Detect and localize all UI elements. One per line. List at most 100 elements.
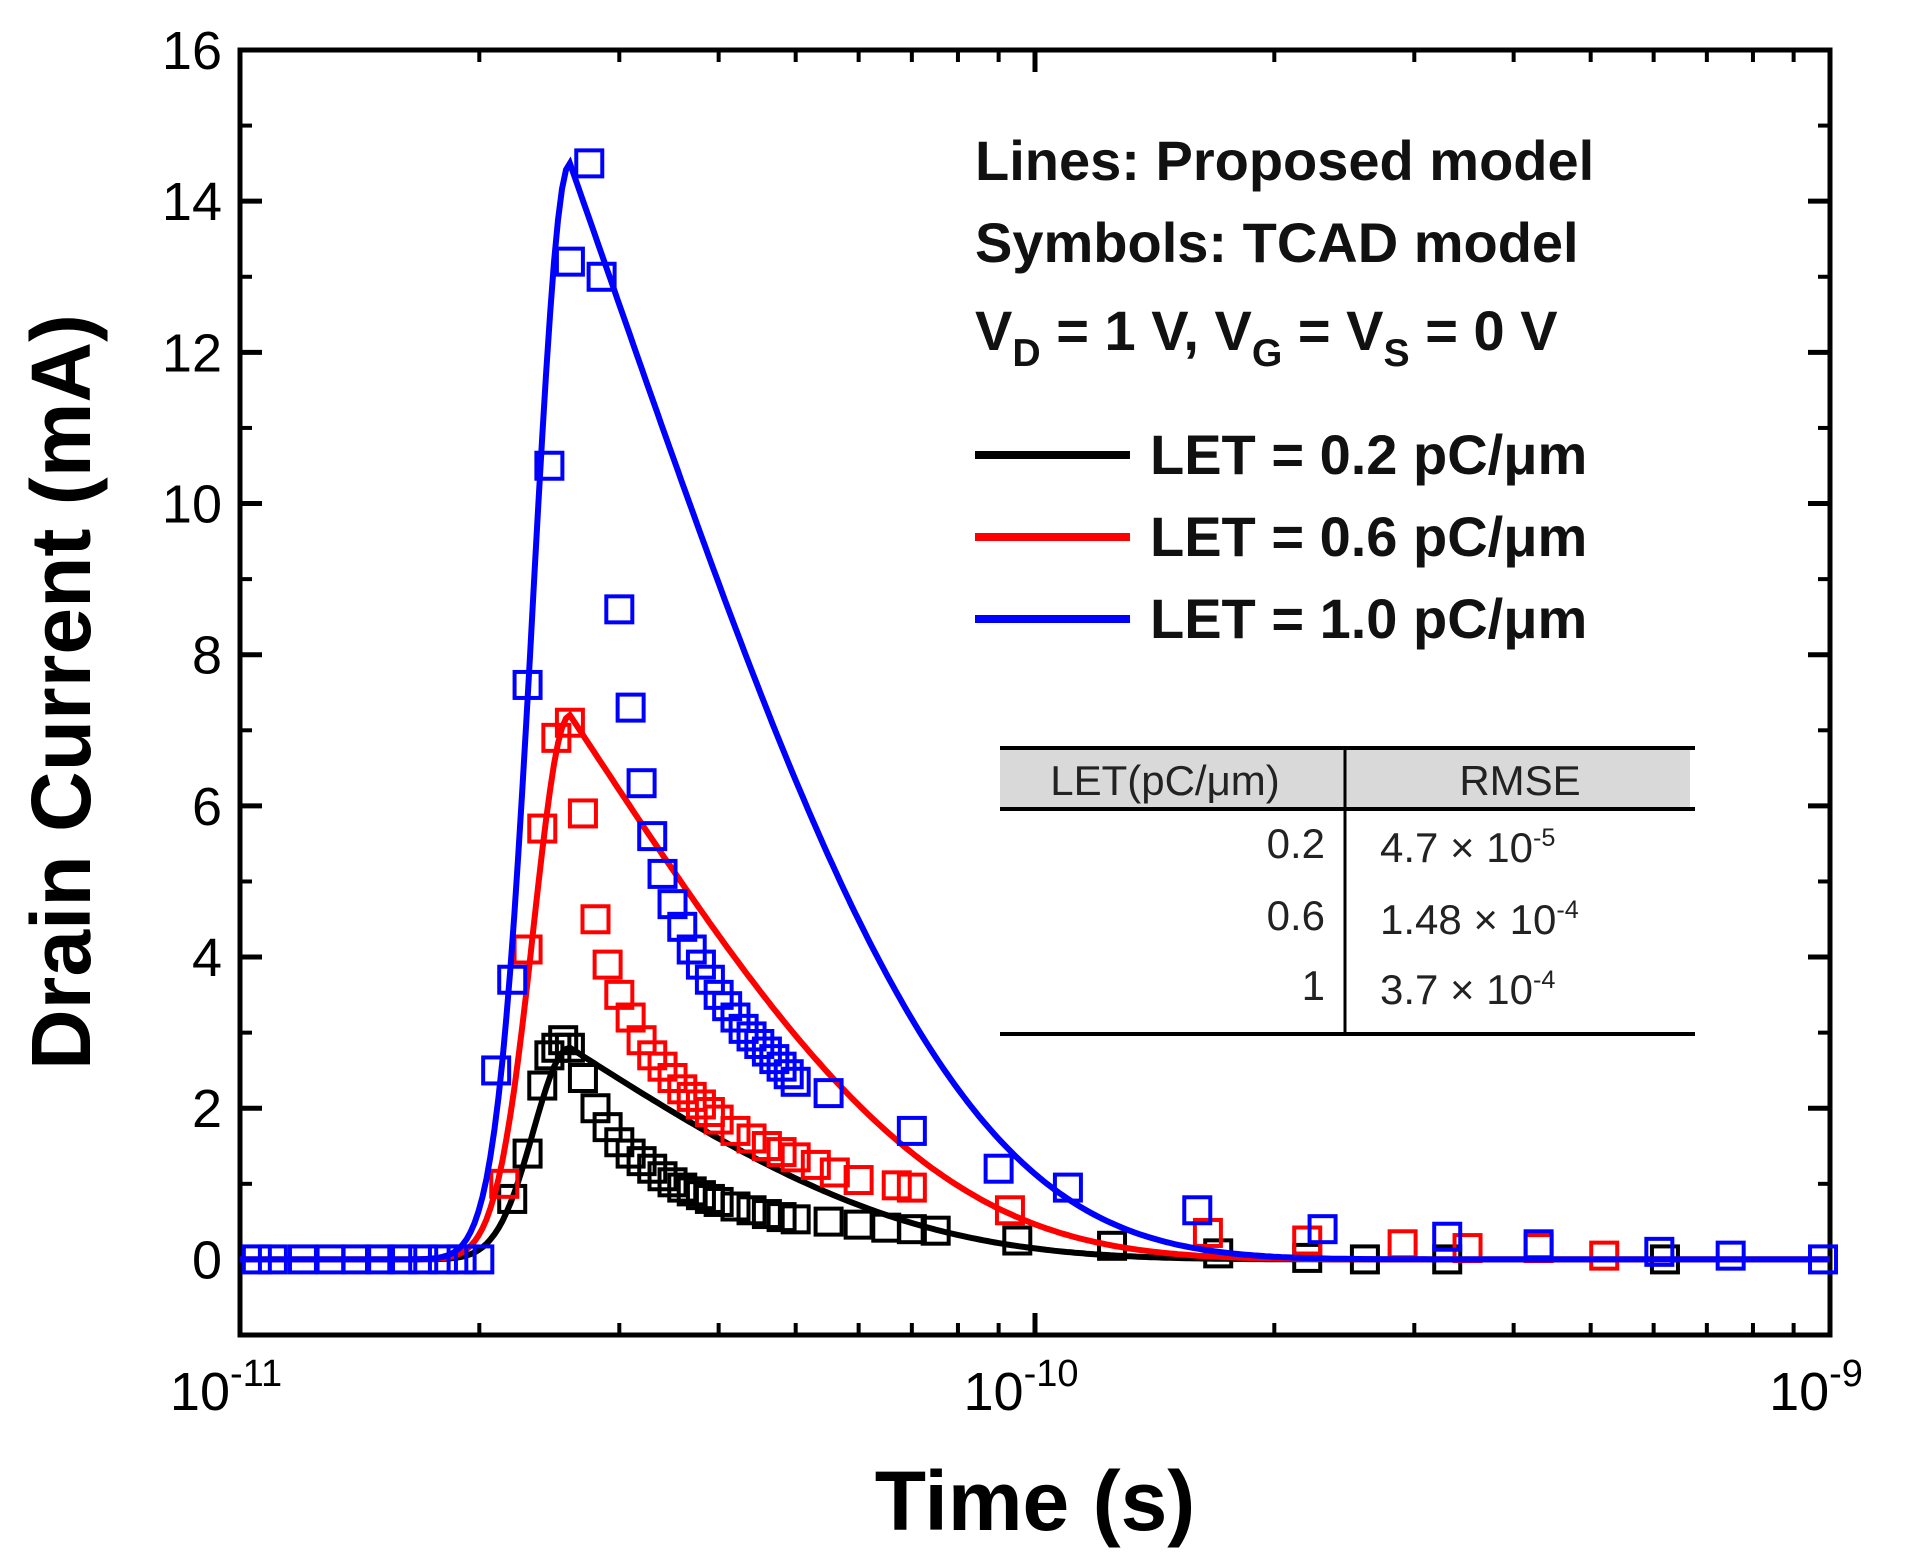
tcad-point xyxy=(554,707,585,738)
tcad-point xyxy=(548,1025,579,1056)
tcad-point xyxy=(408,1244,439,1275)
rmse-exponent: -4 xyxy=(1556,896,1578,924)
tcad-point xyxy=(464,1244,495,1275)
tcad-point xyxy=(534,450,565,481)
legend: LET = 0.2 pC/μm LET = 0.6 pC/μm LET = 1.… xyxy=(975,423,1587,650)
y-tick-label: 8 xyxy=(192,626,222,686)
table-header-rmse: RMSE xyxy=(1459,757,1580,804)
tcad-point xyxy=(896,1172,927,1203)
x-tick-exp: -11 xyxy=(230,1353,282,1395)
tcad-point xyxy=(685,1089,716,1120)
tcad-point xyxy=(676,934,707,965)
x-tick-exp: -10 xyxy=(1024,1353,1079,1395)
table-row-let: 0.6 xyxy=(1267,892,1325,939)
tcad-point xyxy=(720,1115,751,1146)
tcad-point xyxy=(813,1078,844,1109)
tcad-point xyxy=(241,1244,272,1275)
tcad-point xyxy=(657,1167,688,1198)
bias-sub-d: D xyxy=(1012,332,1040,375)
x-tick-base: 10 xyxy=(170,1362,230,1422)
tcad-point xyxy=(554,246,585,277)
tcad-point xyxy=(780,1066,811,1097)
tcad-point xyxy=(657,889,688,920)
tcad-point xyxy=(1589,1240,1620,1271)
tcad-point xyxy=(736,1021,767,1052)
tcad-point xyxy=(813,1206,844,1237)
tcad-point xyxy=(819,1157,850,1188)
legend-label-1: LET = 0.6 pC/μm xyxy=(1150,505,1587,568)
tcad-point xyxy=(881,1170,912,1201)
model-line xyxy=(240,156,1830,1263)
bias-sub-g: G xyxy=(1252,332,1282,375)
tcad-point xyxy=(647,858,678,889)
tcad-point xyxy=(800,1149,831,1180)
tcad-point xyxy=(615,1002,646,1033)
rmse-exponent: -4 xyxy=(1533,966,1555,994)
tcad-point xyxy=(736,1123,767,1154)
rmse-mantissa: 1.48 × 10 xyxy=(1380,896,1556,943)
tcad-point xyxy=(1432,1221,1463,1252)
tcad-point xyxy=(446,1244,477,1275)
tcad-point xyxy=(554,1032,585,1063)
y-tick-label: 16 xyxy=(162,21,222,81)
tcad-point xyxy=(843,1165,874,1196)
tcad-point xyxy=(427,1244,458,1275)
tcad-point xyxy=(736,1195,767,1226)
tcad-point xyxy=(592,949,623,980)
tcad-point xyxy=(694,1097,725,1128)
x-tick-label: 10-10 xyxy=(964,1353,1079,1422)
annotation-symbols: Symbols: TCAD model xyxy=(975,211,1579,274)
bias-t1: = 1 V, V xyxy=(1041,299,1252,362)
tcad-point xyxy=(843,1209,874,1240)
tcad-point xyxy=(676,1081,707,1112)
tcad-point xyxy=(637,821,668,852)
tcad-point xyxy=(983,1153,1014,1184)
tcad-point xyxy=(481,1055,512,1086)
y-tick-label: 12 xyxy=(162,323,222,383)
tcad-point xyxy=(341,1244,372,1275)
bias-t2: = V xyxy=(1282,299,1383,362)
tcad-point xyxy=(703,1186,734,1217)
annotation-bias: VD = 1 V, VG = VS = 0 V xyxy=(975,299,1558,375)
tcad-point xyxy=(780,1142,811,1173)
tcad-point xyxy=(1523,1229,1554,1260)
tcad-point xyxy=(744,1028,775,1059)
tcad-point xyxy=(615,692,646,723)
tcad-point xyxy=(512,669,543,700)
tcad-point xyxy=(896,1115,927,1146)
rmse-exponent: -5 xyxy=(1533,824,1555,852)
x-axis-title: Time (s) xyxy=(875,1454,1196,1548)
tcad-point xyxy=(364,1244,395,1275)
tcad-point xyxy=(720,1191,751,1222)
tcad-point xyxy=(773,1059,804,1090)
tcad-point xyxy=(527,1070,558,1101)
tcad-point xyxy=(626,768,657,799)
tcad-point xyxy=(1715,1240,1746,1271)
table-row-rmse: 3.7 × 10-4 xyxy=(1380,966,1555,1013)
bias-v1: V xyxy=(975,299,1012,362)
tcad-point xyxy=(1307,1214,1338,1245)
tcad-point xyxy=(685,1180,716,1211)
tcad-point xyxy=(1192,1217,1223,1248)
tcad-point xyxy=(1808,1244,1839,1275)
y-axis-title: Drain Current (mA) xyxy=(14,314,108,1070)
tcad-point xyxy=(512,1138,543,1169)
series-2 xyxy=(240,148,1839,1275)
table-row-let: 0.2 xyxy=(1267,820,1325,867)
tcad-point xyxy=(694,964,725,995)
x-tick-label: 10-9 xyxy=(1769,1353,1863,1422)
y-tick-label: 0 xyxy=(192,1230,222,1290)
y-tick-label: 10 xyxy=(162,475,222,535)
table-row-let: 1 xyxy=(1302,962,1325,1009)
tcad-point xyxy=(896,1214,927,1245)
table-row-rmse: 1.48 × 10-4 xyxy=(1380,896,1579,943)
tcad-point xyxy=(615,1138,646,1169)
tcad-point xyxy=(1052,1172,1083,1203)
y-tick-label: 6 xyxy=(192,777,222,837)
legend-label-0: LET = 0.2 pC/μm xyxy=(1150,423,1587,486)
tcad-point xyxy=(667,1074,698,1105)
bias-sub-s: S xyxy=(1384,332,1410,375)
tcad-point xyxy=(1644,1236,1675,1267)
